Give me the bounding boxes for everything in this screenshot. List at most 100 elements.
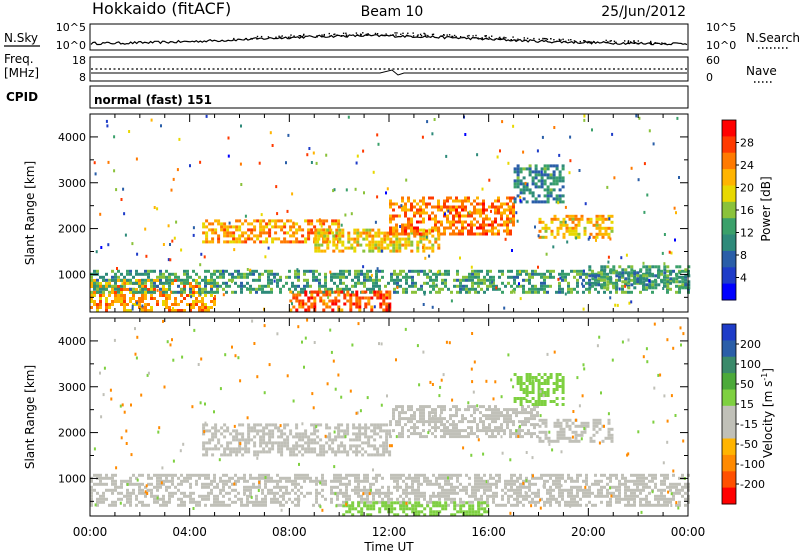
velocity-cell [90,479,93,483]
power-cell [531,182,535,186]
velocity-cell [627,494,630,498]
velocity-cell [556,436,560,440]
velocity-cell [467,426,470,430]
power-cell [141,297,144,300]
power-cell [366,278,369,282]
power-cell [303,278,306,282]
velocity-cell [473,420,476,424]
velocity-cell [219,476,222,480]
velocity-cell [456,491,459,495]
velocity-cell [660,473,663,477]
velocity-cell [495,482,498,486]
velocity-cell [657,497,660,501]
power-cell [204,309,207,312]
power-cell [210,285,213,288]
velocity-cell [666,497,669,501]
nsearch-point [630,41,633,44]
power-scatter [362,265,365,269]
velocity-cell [678,491,681,495]
power-cell [347,246,351,250]
velocity-cell [355,426,359,430]
power-scatter [285,161,287,165]
velocity-cell [270,497,273,501]
velocity-cell [474,479,477,483]
power-cell [464,214,467,218]
power-cell [401,205,404,209]
power-cell [438,272,441,276]
power-cell [289,228,293,232]
power-scatter [591,128,593,132]
power-cell [552,188,556,192]
velocity-cell [345,497,348,501]
power-cell [550,232,554,236]
power-cell [144,303,147,306]
velocity-cell [538,430,542,434]
velocity-cell [358,423,362,427]
velocity-cell [531,385,535,388]
velocity-cell [153,494,156,498]
velocity-cell [385,450,389,454]
power-cell [332,237,336,241]
velocity-cell [342,482,345,486]
power-cell [467,214,470,218]
power-cell [395,229,398,233]
velocity-cell [456,485,459,489]
velocity-cell [360,479,363,483]
power-cell [368,249,372,253]
velocity-cell [102,500,105,504]
power-cell [416,243,420,247]
velocity-cell [244,441,248,445]
power-scatter [258,161,261,165]
power-cell [684,286,688,290]
power-cell [480,287,483,291]
velocity-cell [241,423,245,427]
velocity-cell [294,476,297,480]
velocity-cell [366,497,369,501]
velocity-cell [291,488,294,492]
power-cell [419,214,422,218]
velocity-cell [346,426,350,430]
power-cell [342,269,345,273]
velocity-cell [519,482,522,486]
power-cell [506,202,509,206]
velocity-cell [216,482,219,486]
power-cell [455,226,458,230]
velocity-cell [564,500,567,504]
nsearch-point [256,38,258,40]
power-cell [555,194,559,198]
power-cell [144,294,147,297]
velocity-cell [443,432,446,436]
power-scatter [260,213,263,217]
velocity-cell [262,426,266,430]
velocity-cell [600,494,603,498]
velocity-cell [342,494,345,498]
power-cell [315,275,318,279]
power-cell [549,275,552,279]
velocity-cell [452,423,455,427]
velocity-cell [470,414,473,418]
velocity-cell [492,491,495,495]
velocity-cell [337,447,341,451]
velocity-cell [261,503,264,507]
velocity-cell [483,479,486,483]
power-cell [663,284,666,288]
velocity-cell [388,429,392,433]
power-cell [289,219,293,223]
velocity-cell [366,473,369,477]
power-cell [105,306,108,309]
power-cell [588,283,592,287]
velocity-cell [346,450,350,454]
velocity-cell [519,500,522,504]
velocity-cell [592,427,596,431]
power-cell [416,240,420,244]
power-scatter [136,252,139,256]
velocity-cell [213,497,216,501]
power-cell [386,237,390,241]
power-cell [392,202,395,206]
velocity-cell [422,405,425,409]
power-scatter [276,212,279,216]
nsearch-point [278,35,280,37]
velocity-cell [186,479,189,483]
power-cell [459,287,462,291]
velocity-cell [408,485,411,489]
